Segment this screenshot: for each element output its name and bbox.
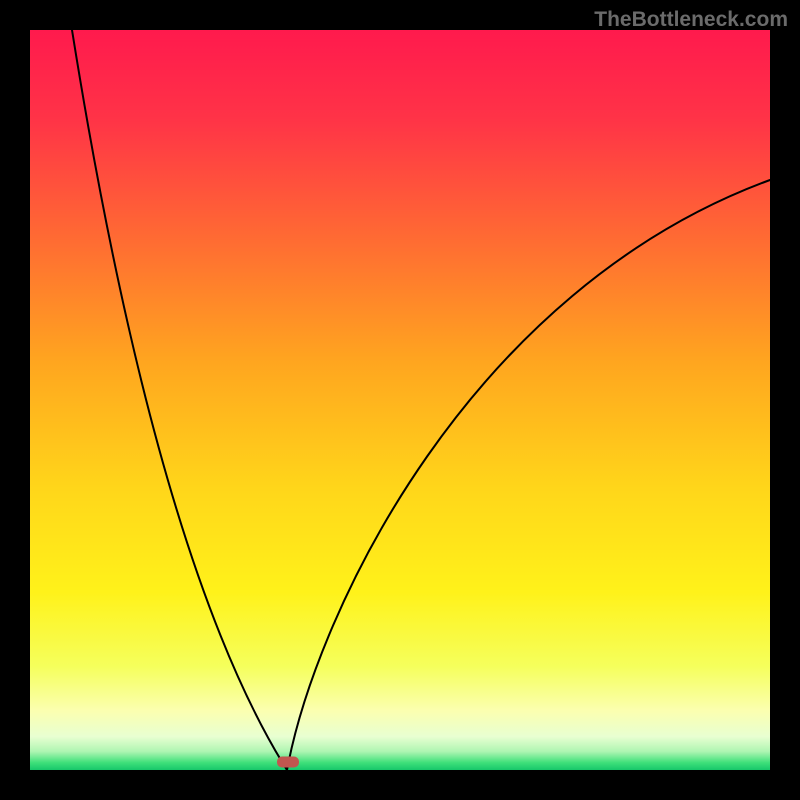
- plot-svg: [30, 30, 770, 770]
- gradient-background: [30, 30, 770, 770]
- vertex-marker: [277, 757, 299, 768]
- watermark-text: TheBottleneck.com: [594, 8, 788, 32]
- plot-area: [30, 30, 770, 770]
